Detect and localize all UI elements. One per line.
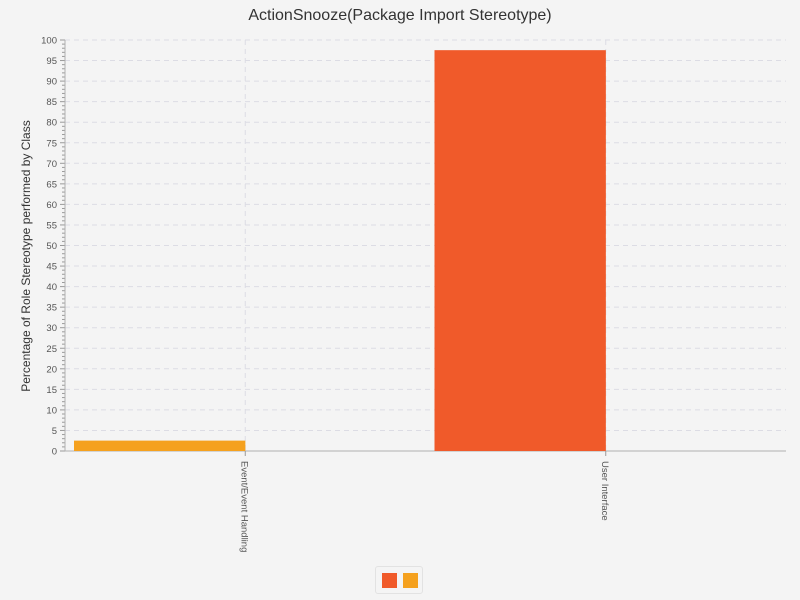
- y-tick-label: 15: [46, 385, 57, 396]
- y-tick-label: 25: [46, 344, 57, 355]
- y-tick-label: 70: [46, 159, 57, 170]
- legend: [375, 566, 423, 594]
- y-tick-label: 45: [46, 262, 57, 273]
- legend-swatch-series-2: [403, 573, 418, 588]
- y-tick-label: 65: [46, 179, 57, 190]
- y-tick-label: 90: [46, 77, 57, 88]
- y-tick-label: 80: [46, 118, 57, 129]
- y-tick-label: 60: [46, 200, 57, 211]
- y-tick-label: 0: [52, 447, 57, 458]
- y-tick-label: 30: [46, 323, 57, 334]
- chart-title: ActionSnooze(Package Import Stereotype): [248, 7, 552, 24]
- x-tick-label: User Interface: [599, 461, 610, 521]
- y-tick-label: 10: [46, 405, 57, 416]
- legend-swatch-series-1: [382, 573, 397, 588]
- y-tick-label: 85: [46, 97, 57, 108]
- y-tick-label: 95: [46, 56, 57, 67]
- y-tick-label: 50: [46, 241, 57, 252]
- x-tick-label: Event/Event Handling: [238, 461, 249, 552]
- y-tick-label: 35: [46, 303, 57, 314]
- y-tick-label: 5: [52, 426, 57, 437]
- y-tick-label: 20: [46, 364, 57, 375]
- bar-fill: [74, 440, 246, 451]
- y-tick-label: 75: [46, 138, 57, 149]
- y-tick-label: 40: [46, 282, 57, 293]
- bar-fill: [434, 50, 606, 452]
- y-tick-label: 100: [41, 36, 57, 47]
- y-tick-label: 55: [46, 220, 57, 231]
